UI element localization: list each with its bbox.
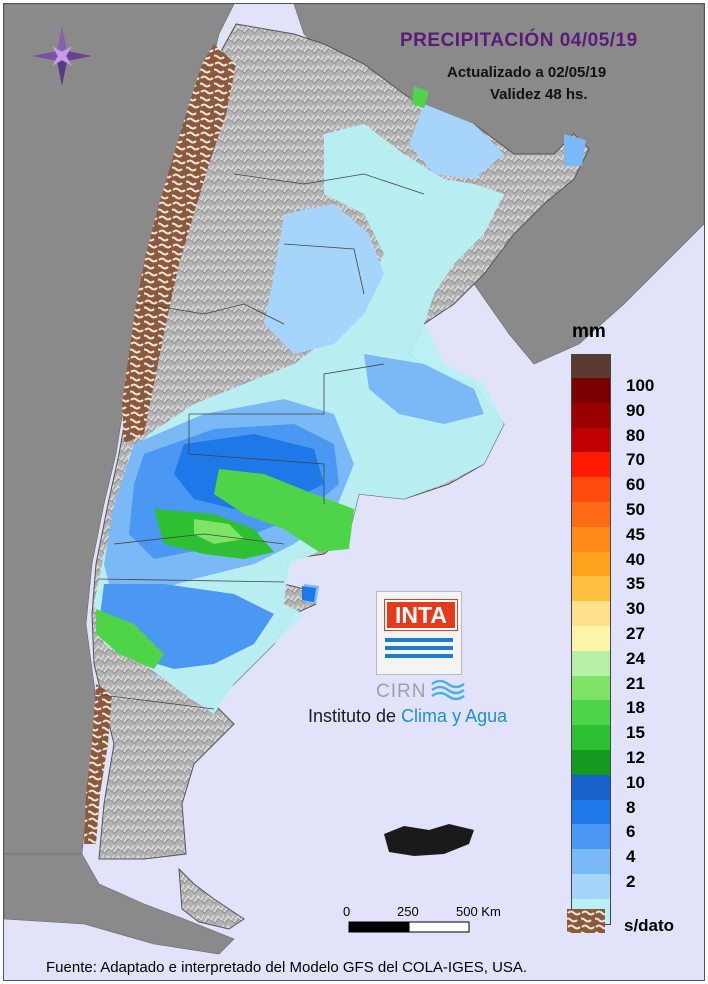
legend-swatch <box>571 750 611 775</box>
institute-name-a: Instituto de <box>308 706 402 726</box>
legend-swatch <box>571 849 611 874</box>
legend-swatch <box>571 799 611 825</box>
legend-swatch <box>571 601 611 626</box>
legend-label: 100 <box>626 376 655 395</box>
logo-stripe <box>385 646 453 650</box>
tierra-del-fuego <box>178 867 245 930</box>
institute-name: Instituto de Clima y Agua <box>308 706 507 727</box>
legend-label: 80 <box>626 425 645 445</box>
legend-label: 18 <box>626 698 645 718</box>
scale-label-500: 500 Km <box>456 904 501 919</box>
legend-label: 12 <box>626 748 645 767</box>
legend-swatch <box>571 378 611 403</box>
legend-label: 70 <box>626 450 645 470</box>
legend-swatch <box>571 452 611 478</box>
legend-swatch <box>571 626 611 651</box>
source-footer: Fuente: Adaptado e interpretado del Mode… <box>46 959 528 976</box>
legend-label: 45 <box>626 524 645 544</box>
legend-swatch <box>571 576 611 602</box>
province-borders <box>93 173 425 710</box>
malvinas-islands <box>384 824 474 856</box>
legend-label: 8 <box>626 797 636 817</box>
scale-label-0: 0 <box>343 904 351 919</box>
legend-swatch <box>571 725 611 750</box>
legend-swatch <box>571 675 611 701</box>
map-frame: PRECIPITACIÓN 04/05/19 Actualizado a 02/… <box>3 3 705 981</box>
inta-logo-text: INTA <box>385 600 457 630</box>
legend-label: 15 <box>626 723 645 743</box>
legend-label: 24 <box>626 648 645 668</box>
scale-bar <box>348 921 470 933</box>
update-date: Actualizado a 02/05/19 <box>447 64 607 81</box>
legend-swatch <box>571 774 611 800</box>
legend-label: 21 <box>626 673 645 693</box>
legend-unit: mm <box>572 321 606 342</box>
inta-logo: INTA <box>376 591 462 675</box>
no-data-swatch <box>567 909 605 933</box>
scale-label-250: 250 <box>397 904 419 919</box>
no-data-zone-south <box>84 684 112 844</box>
legend-swatch <box>571 700 611 726</box>
legend-swatch <box>571 427 611 453</box>
no-data-label: s/dato <box>624 916 675 935</box>
precipitation-map <box>4 4 704 955</box>
legend-swatch <box>571 402 611 428</box>
legend-swatch <box>571 874 611 899</box>
no-data-zone <box>122 44 236 444</box>
water-waves-icon <box>431 679 465 701</box>
validity-text: Validez 48 hs. <box>490 86 588 103</box>
legend-swatch <box>571 477 611 502</box>
map-title: PRECIPITACIÓN 04/05/19 <box>400 30 638 51</box>
legend-swatch <box>571 824 611 850</box>
legend-label: 10 <box>626 772 645 792</box>
legend-swatch <box>571 526 611 552</box>
legend-label: 50 <box>626 500 645 519</box>
legend-swatch <box>571 650 611 676</box>
logo-stripe <box>385 654 453 658</box>
legend-swatch <box>571 502 611 527</box>
legend-label: 30 <box>626 599 645 619</box>
legend-swatch-top <box>571 354 611 379</box>
legend-label: 40 <box>626 549 645 569</box>
legend-label: 35 <box>626 574 645 594</box>
institute-name-b: Clima y Agua <box>401 706 508 726</box>
legend-label: 27 <box>626 624 645 643</box>
precipitation-field <box>94 86 586 714</box>
legend-swatch <box>571 551 611 577</box>
legend-label: 60 <box>626 475 645 495</box>
legend-label: 90 <box>626 400 645 420</box>
legend-label: 2 <box>626 872 636 891</box>
cirn-label: CIRN <box>376 681 427 702</box>
legend-label: 6 <box>626 822 636 842</box>
neighbor-land-south <box>4 853 235 955</box>
compass-rose-icon <box>32 26 92 86</box>
logo-stripe <box>385 638 453 642</box>
legend-label: 4 <box>626 847 636 867</box>
